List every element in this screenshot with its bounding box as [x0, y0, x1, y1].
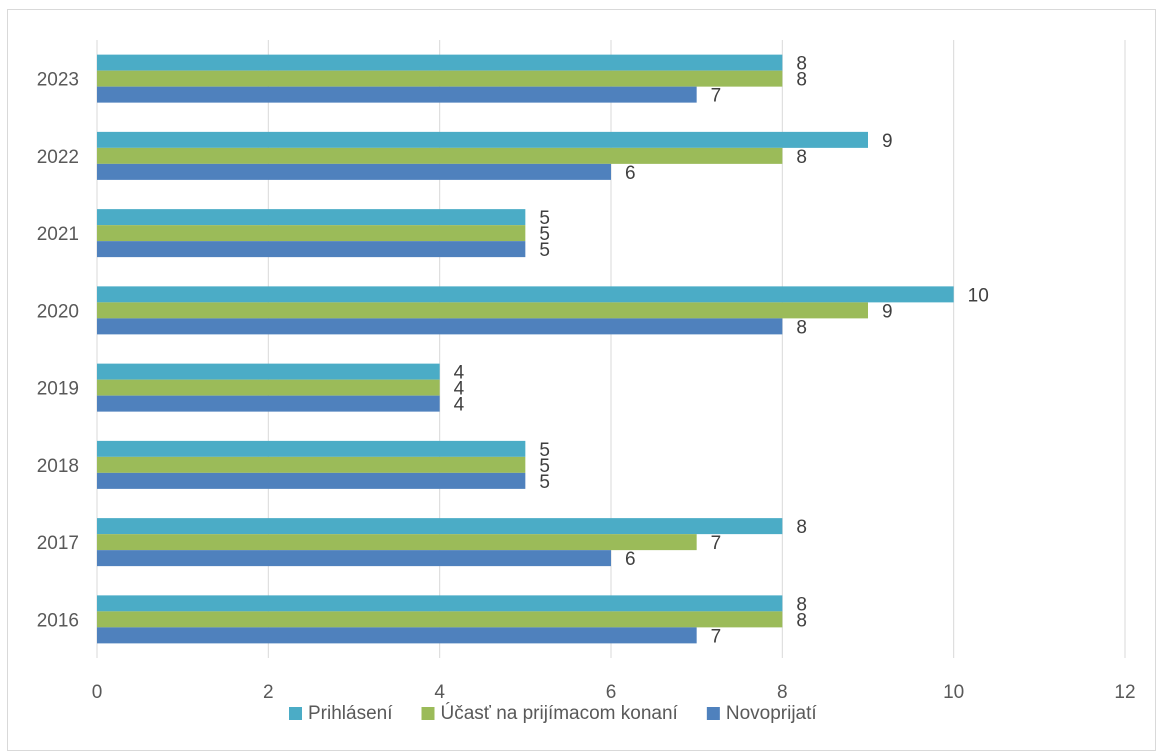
- legend-label: Novoprijatí: [726, 703, 818, 724]
- legend-swatch: [289, 707, 302, 720]
- bar: [97, 318, 783, 335]
- data-label: 7: [711, 533, 722, 554]
- x-tick-label: 0: [92, 682, 103, 703]
- data-label: 9: [882, 301, 893, 322]
- data-label: 5: [539, 224, 550, 245]
- legend-label: Účasť na prijímacom konaní: [441, 702, 679, 724]
- bar: [97, 472, 526, 489]
- bar: [97, 70, 783, 87]
- bar: [97, 363, 440, 380]
- data-label: 6: [625, 163, 636, 184]
- bar: [97, 131, 868, 148]
- y-tick-label: 2023: [37, 70, 79, 91]
- bar: [97, 286, 954, 303]
- data-label: 10: [968, 285, 989, 306]
- data-label: 4: [454, 363, 465, 384]
- bar: [97, 163, 611, 180]
- data-label: 8: [796, 610, 807, 631]
- x-tick-label: 6: [606, 682, 617, 703]
- data-label: 5: [539, 440, 550, 461]
- bar: [97, 518, 783, 535]
- data-label: 8: [796, 54, 807, 75]
- bar: [97, 54, 783, 71]
- x-tick-label: 2: [263, 682, 274, 703]
- bar: [97, 147, 783, 164]
- data-label: 4: [454, 395, 465, 416]
- bar: [97, 395, 440, 412]
- data-label: 7: [711, 626, 722, 647]
- data-label: 6: [625, 549, 636, 570]
- y-tick-label: 2020: [37, 301, 79, 322]
- legend-swatch: [706, 707, 720, 720]
- bar: [97, 225, 526, 242]
- data-label: 9: [882, 131, 893, 152]
- data-label: 8: [796, 517, 807, 538]
- bar: [97, 611, 783, 628]
- y-tick-label: 2016: [37, 610, 79, 631]
- bar: [97, 534, 697, 551]
- y-tick-label: 2022: [37, 147, 79, 168]
- data-label: 5: [539, 208, 550, 229]
- data-label: 8: [796, 147, 807, 168]
- x-tick-label: 10: [943, 682, 964, 703]
- y-tick-label: 2021: [37, 224, 79, 245]
- data-label: 5: [539, 472, 550, 493]
- bar: [97, 627, 697, 644]
- data-label: 8: [796, 317, 807, 338]
- bar: [97, 550, 611, 567]
- legend-label: Prihlásení: [308, 703, 393, 724]
- y-tick-label: 2017: [37, 533, 79, 554]
- bar: [97, 241, 526, 258]
- y-tick-label: 2019: [37, 379, 79, 400]
- bar: [97, 379, 440, 396]
- legend-swatch: [421, 707, 435, 720]
- bar: [97, 595, 783, 612]
- data-label: 8: [796, 70, 807, 91]
- bar: [97, 456, 526, 473]
- bar: [97, 86, 697, 103]
- data-label: 8: [796, 594, 807, 615]
- data-label: 4: [454, 379, 465, 400]
- bar: [97, 440, 526, 457]
- data-label: 7: [711, 86, 722, 107]
- data-label: 5: [539, 456, 550, 477]
- bar: [97, 302, 868, 319]
- x-tick-label: 12: [1114, 682, 1135, 703]
- x-tick-label: 8: [777, 682, 788, 703]
- bar: [97, 209, 526, 226]
- x-tick-label: 4: [434, 682, 445, 703]
- y-tick-label: 2018: [37, 456, 79, 477]
- data-label: 5: [539, 240, 550, 261]
